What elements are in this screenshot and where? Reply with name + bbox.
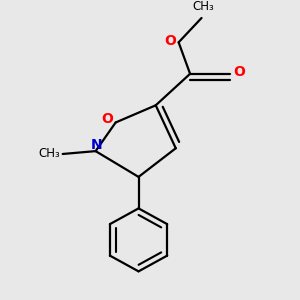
Text: N: N xyxy=(90,138,102,152)
Text: O: O xyxy=(233,65,245,80)
Text: O: O xyxy=(101,112,113,126)
Text: CH₃: CH₃ xyxy=(192,0,214,13)
Text: CH₃: CH₃ xyxy=(38,148,60,160)
Text: O: O xyxy=(165,34,177,48)
